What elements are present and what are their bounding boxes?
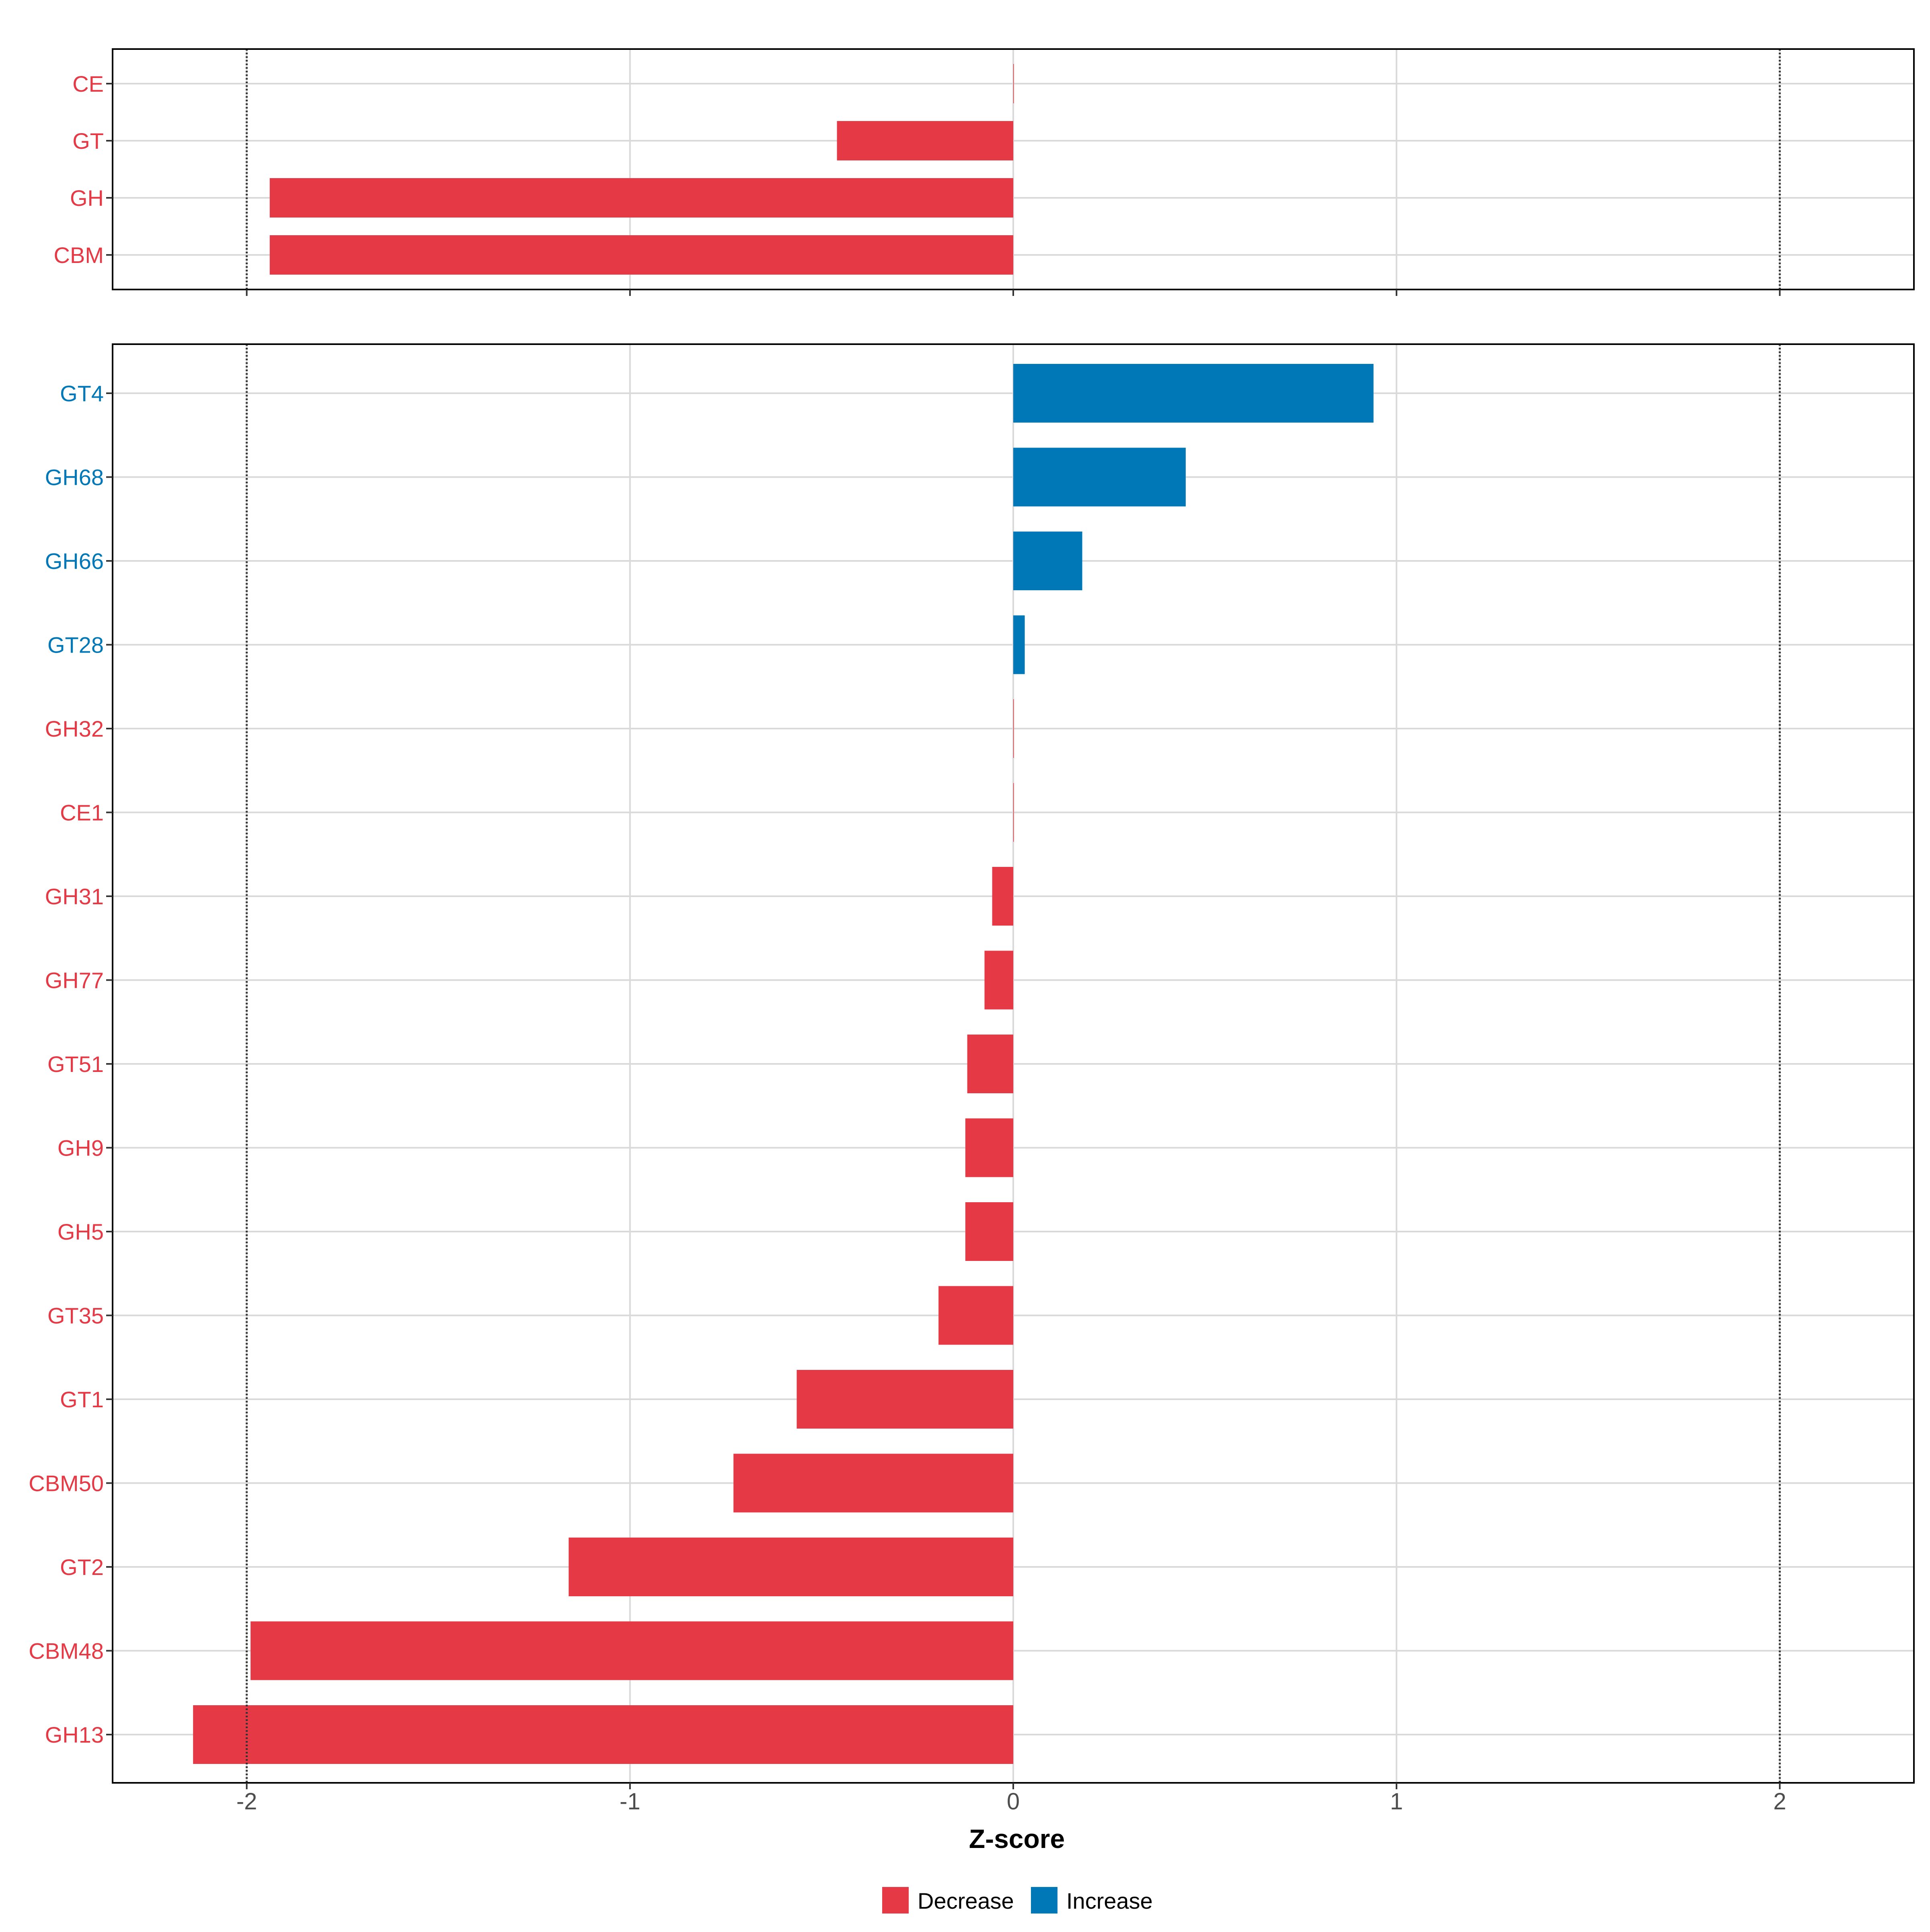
x-axis-title: Z-score — [969, 1824, 1065, 1854]
bar-gh9 — [965, 1118, 1013, 1177]
category-label: GT28 — [47, 632, 104, 658]
bar-gh32 — [1013, 699, 1014, 758]
x-tick-label: -2 — [236, 1788, 257, 1815]
category-label: CBM48 — [29, 1638, 104, 1664]
bar-gt35 — [938, 1286, 1013, 1345]
bar-gh66 — [1013, 532, 1082, 590]
category-label: GH77 — [45, 968, 104, 993]
bar-ce1 — [1013, 783, 1014, 842]
category-label: CE1 — [60, 800, 104, 825]
category-label: GT — [72, 128, 104, 154]
bar-gh13 — [193, 1705, 1014, 1764]
category-label: GH5 — [57, 1219, 104, 1244]
x-tick-label: 1 — [1390, 1788, 1403, 1815]
category-label: GH13 — [45, 1722, 104, 1747]
x-tick-label: 2 — [1773, 1788, 1786, 1815]
legend-swatch-increase — [1031, 1887, 1057, 1914]
bar-cbm — [269, 235, 1013, 275]
legend-label-increase: Increase — [1066, 1888, 1153, 1914]
category-label: GH66 — [45, 548, 104, 574]
legend-label-decrease: Decrease — [918, 1888, 1014, 1914]
category-label: GT1 — [60, 1387, 104, 1412]
x-tick-label: 0 — [1007, 1788, 1020, 1815]
bar-ce — [1013, 64, 1014, 103]
bar-cbm50 — [733, 1454, 1013, 1513]
category-label: GH32 — [45, 716, 104, 741]
bar-gt28 — [1013, 615, 1025, 674]
bar-cbm48 — [250, 1621, 1013, 1680]
category-label: GH9 — [57, 1135, 104, 1161]
bar-gt2 — [569, 1538, 1013, 1596]
bar-gt4 — [1013, 364, 1374, 423]
category-label: GT4 — [60, 381, 104, 406]
category-label: CBM — [54, 242, 104, 268]
category-label: GH68 — [45, 465, 104, 490]
category-label: GT51 — [47, 1051, 104, 1077]
bar-gh5 — [965, 1202, 1013, 1261]
category-label: CBM50 — [29, 1471, 104, 1496]
category-label: GH31 — [45, 884, 104, 909]
x-tick-label: -1 — [620, 1788, 641, 1815]
category-label: GH — [70, 185, 104, 211]
bar-gt51 — [967, 1035, 1013, 1093]
category-label: GT35 — [47, 1303, 104, 1328]
legend-swatch-decrease — [882, 1887, 909, 1914]
bar-gh31 — [992, 867, 1013, 926]
bar-gt — [837, 121, 1013, 160]
category-label: GT2 — [60, 1554, 104, 1580]
top-panel: CE GT GH CBM — [54, 48, 1915, 296]
category-label: CE — [72, 71, 104, 96]
bar-gh68 — [1013, 448, 1186, 507]
legend: Decrease Increase — [882, 1887, 1153, 1914]
bar-gh — [269, 178, 1013, 218]
bar-gt1 — [797, 1370, 1013, 1429]
bar-gh77 — [984, 951, 1013, 1010]
bottom-panel: GT4 GH68 GH66 GT28 GH32 CE1 GH31 GH77 GT51 GH9 GH5… — [29, 343, 1915, 1815]
